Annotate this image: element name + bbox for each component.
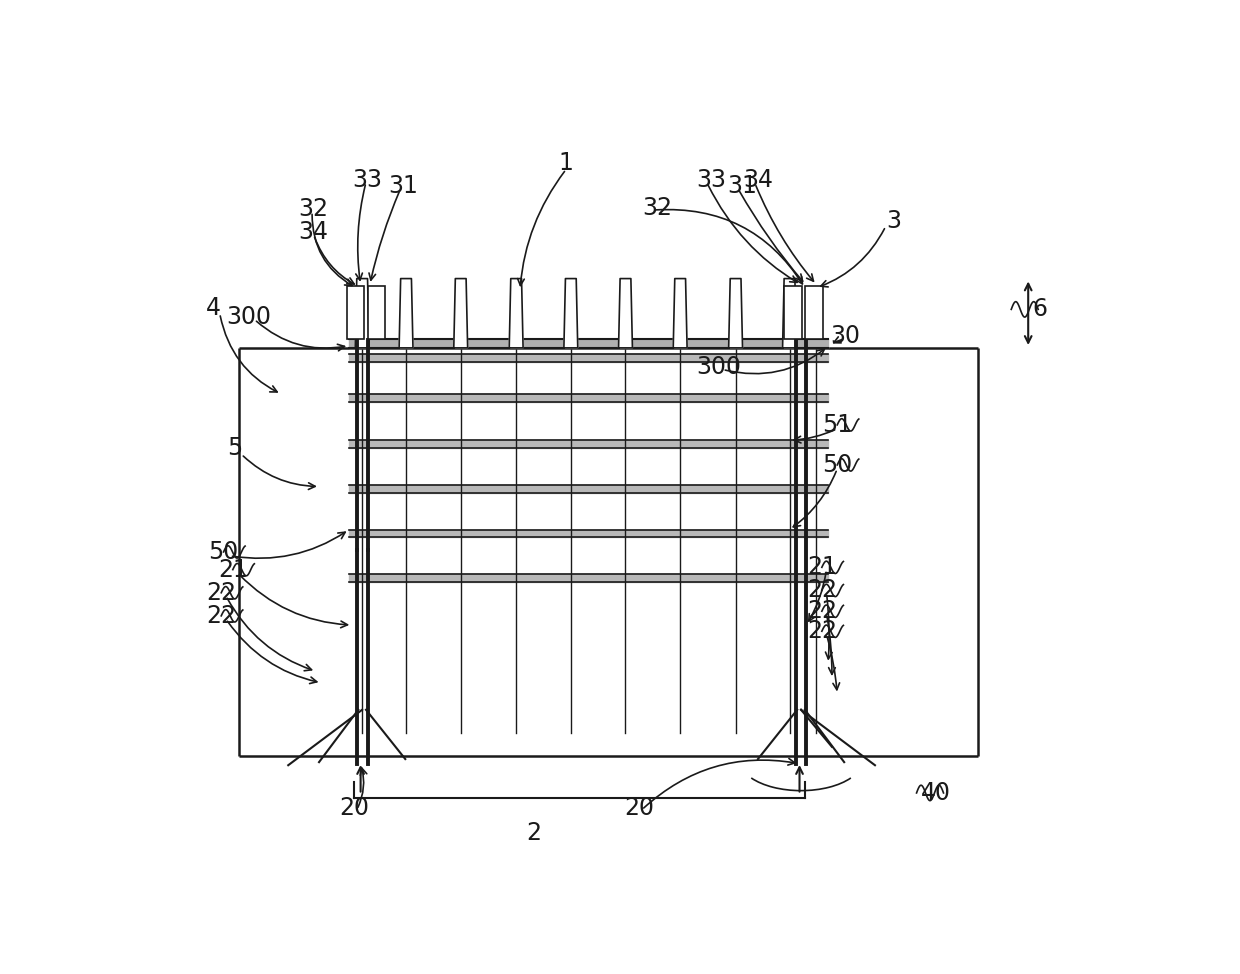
Polygon shape	[564, 279, 578, 348]
Text: 33: 33	[352, 169, 382, 192]
Text: 32: 32	[299, 198, 329, 221]
Text: 34: 34	[299, 220, 329, 244]
Text: 51: 51	[822, 413, 852, 437]
Text: 22: 22	[807, 619, 837, 643]
Text: 22: 22	[807, 599, 837, 623]
Text: 32: 32	[642, 196, 672, 220]
Text: 21: 21	[218, 558, 248, 581]
Polygon shape	[673, 279, 687, 348]
Text: 6: 6	[1032, 297, 1048, 321]
Text: 2: 2	[526, 821, 542, 845]
Polygon shape	[355, 279, 370, 348]
Text: 4: 4	[206, 296, 221, 319]
Text: 20: 20	[340, 797, 370, 820]
Polygon shape	[729, 279, 743, 348]
Text: 3: 3	[885, 208, 901, 233]
Text: 22: 22	[807, 579, 837, 603]
Text: 30: 30	[830, 324, 861, 349]
Polygon shape	[782, 279, 796, 348]
Text: 31: 31	[388, 174, 418, 198]
Bar	[805, 286, 822, 339]
Text: 5: 5	[227, 436, 243, 460]
Bar	[367, 286, 386, 339]
Text: 1: 1	[559, 151, 574, 175]
Text: 31: 31	[727, 174, 756, 198]
Bar	[784, 286, 802, 339]
Text: 21: 21	[807, 555, 837, 580]
Polygon shape	[510, 279, 523, 348]
Polygon shape	[399, 279, 413, 348]
Text: 33: 33	[696, 169, 725, 192]
Text: 50: 50	[822, 453, 852, 477]
Text: 50: 50	[208, 540, 238, 564]
Text: 22: 22	[206, 604, 237, 628]
Polygon shape	[454, 279, 467, 348]
Text: 34: 34	[744, 169, 774, 192]
Bar	[347, 286, 365, 339]
Text: 300: 300	[227, 305, 272, 329]
Text: 20: 20	[625, 797, 655, 820]
Text: 40: 40	[921, 781, 951, 805]
Polygon shape	[619, 279, 632, 348]
Text: 22: 22	[206, 581, 237, 605]
Text: 300: 300	[696, 356, 742, 379]
